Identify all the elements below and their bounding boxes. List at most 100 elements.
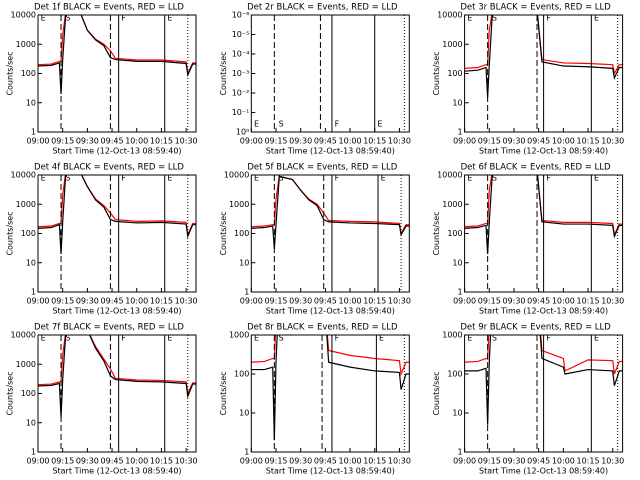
y-tick-label: 1 bbox=[458, 128, 463, 137]
flag-label: E bbox=[254, 174, 259, 183]
x-axis-label: Start Time (12-Oct-13 08:59:40) bbox=[266, 147, 395, 156]
y-tick-label: 1 bbox=[458, 288, 463, 297]
y-tick-label: 10000 bbox=[437, 171, 462, 180]
flag-label: S bbox=[492, 174, 497, 183]
y-axis-label: Counts/sec bbox=[6, 211, 15, 255]
x-tick-label: 09:30 bbox=[502, 137, 525, 146]
y-tick-label: 10 bbox=[452, 409, 462, 418]
flag-label: E bbox=[379, 334, 384, 343]
y-tick-label: 1 bbox=[31, 128, 36, 137]
chart-title: Det 9r BLACK = Events, RED = LLD bbox=[460, 323, 611, 333]
panel: Det 1f BLACK = Events, RED = LLD Start Ti… bbox=[6, 3, 198, 156]
y-tick-label: 100 bbox=[447, 229, 462, 238]
x-tick-label: 10:00 bbox=[339, 297, 362, 306]
y-tick-label: 10 bbox=[26, 98, 36, 107]
x-axis-label: Start Time (12-Oct-13 08:59:40) bbox=[266, 467, 395, 476]
y-tick-label: 1000 bbox=[442, 40, 462, 49]
x-tick-label: 09:45 bbox=[314, 457, 337, 466]
flag-label: F bbox=[121, 174, 126, 183]
y-tick-label: 10⁻⁶ bbox=[232, 11, 250, 20]
x-tick-label: 10:30 bbox=[175, 457, 198, 466]
x-tick-label: 10:15 bbox=[577, 137, 600, 146]
x-tick-label: 09:30 bbox=[76, 457, 99, 466]
x-tick-label: 09:00 bbox=[453, 297, 476, 306]
chart-title: Det 8r BLACK = Events, RED = LLD bbox=[247, 323, 398, 333]
plot-frame bbox=[464, 174, 624, 293]
x-tick-label: 10:15 bbox=[150, 457, 173, 466]
x-tick-label: 09:15 bbox=[51, 457, 74, 466]
x-axis-label: Start Time (12-Oct-13 08:59:40) bbox=[266, 307, 395, 316]
x-tick-label: 10:30 bbox=[601, 137, 624, 146]
panel: Det 8r BLACK = Events, RED = LLD Start Ti… bbox=[219, 323, 411, 476]
x-tick-label: 09:45 bbox=[527, 457, 550, 466]
chart-title: Det 5f BLACK = Events, RED = LLD bbox=[247, 163, 397, 173]
plot-frame bbox=[37, 174, 197, 293]
flag-label: E bbox=[467, 334, 472, 343]
flag-label: F bbox=[335, 334, 340, 343]
series-line bbox=[251, 175, 410, 249]
x-tick-label: 09:30 bbox=[289, 137, 312, 146]
y-tick-label: 10 bbox=[239, 258, 249, 267]
plot bbox=[273, 15, 405, 132]
x-tick-label: 09:45 bbox=[101, 457, 124, 466]
y-tick-label: 10000 bbox=[437, 11, 462, 20]
plot-frame bbox=[250, 174, 410, 293]
flag-label: E bbox=[381, 174, 386, 183]
flag-label: F bbox=[121, 14, 126, 23]
flag-label: F bbox=[546, 334, 551, 343]
y-tick-label: 10⁻³ bbox=[232, 69, 250, 78]
plot-frame bbox=[250, 334, 410, 453]
y-axis-label: Counts/sec bbox=[6, 371, 15, 415]
x-tick-label: 10:15 bbox=[577, 457, 600, 466]
x-tick-label: 09:30 bbox=[76, 137, 99, 146]
x-tick-label: 09:30 bbox=[502, 297, 525, 306]
y-tick-label: 10000 bbox=[11, 331, 36, 340]
y-tick-label: 1 bbox=[31, 288, 36, 297]
y-tick-label: 10⁻⁴ bbox=[232, 50, 250, 59]
x-tick-label: 10:15 bbox=[363, 457, 386, 466]
x-tick-label: 09:45 bbox=[314, 137, 337, 146]
flag-label: S bbox=[65, 334, 70, 343]
y-tick-label: 10⁰ bbox=[236, 128, 249, 137]
y-tick-label: 1000 bbox=[229, 200, 249, 209]
plot bbox=[464, 335, 623, 452]
plot-frame bbox=[250, 14, 410, 133]
x-axis-label: Start Time (12-Oct-13 08:59:40) bbox=[479, 467, 608, 476]
plot-frame bbox=[464, 334, 624, 453]
x-tick-label: 10:30 bbox=[175, 137, 198, 146]
x-tick-label: 09:00 bbox=[453, 457, 476, 466]
y-tick-label: 10 bbox=[239, 409, 249, 418]
series-line bbox=[251, 335, 410, 377]
x-tick-label: 09:00 bbox=[240, 457, 263, 466]
x-tick-label: 09:45 bbox=[101, 137, 124, 146]
flag-label: E bbox=[594, 174, 599, 183]
panel: Det 7f BLACK = Events, RED = LLD Start Ti… bbox=[6, 323, 198, 476]
flag-label: S bbox=[279, 174, 284, 183]
x-tick-label: 10:00 bbox=[552, 297, 575, 306]
plot bbox=[251, 335, 410, 452]
x-tick-label: 10:30 bbox=[388, 297, 411, 306]
flag-label: F bbox=[335, 174, 340, 183]
flag-label: E bbox=[167, 14, 172, 23]
x-axis-label: Start Time (12-Oct-13 08:59:40) bbox=[52, 307, 181, 316]
plot bbox=[38, 335, 196, 452]
x-tick-label: 10:00 bbox=[125, 457, 148, 466]
y-tick-label: 10 bbox=[26, 258, 36, 267]
x-tick-label: 09:00 bbox=[26, 457, 49, 466]
x-tick-label: 09:15 bbox=[264, 297, 287, 306]
flag-label: E bbox=[254, 120, 259, 129]
plot-frame bbox=[464, 14, 624, 133]
x-tick-label: 09:45 bbox=[101, 297, 124, 306]
y-tick-label: 100 bbox=[21, 69, 36, 78]
flag-label: S bbox=[65, 14, 70, 23]
x-tick-label: 09:45 bbox=[314, 297, 337, 306]
y-tick-label: 100 bbox=[234, 229, 249, 238]
flag-label: E bbox=[467, 14, 472, 23]
x-tick-label: 09:45 bbox=[527, 297, 550, 306]
y-tick-label: 10 bbox=[452, 258, 462, 267]
x-tick-label: 10:00 bbox=[339, 137, 362, 146]
x-tick-label: 10:00 bbox=[552, 137, 575, 146]
x-axis-label: Start Time (12-Oct-13 08:59:40) bbox=[479, 147, 608, 156]
series-line bbox=[464, 335, 623, 425]
flag-label: S bbox=[492, 334, 497, 343]
